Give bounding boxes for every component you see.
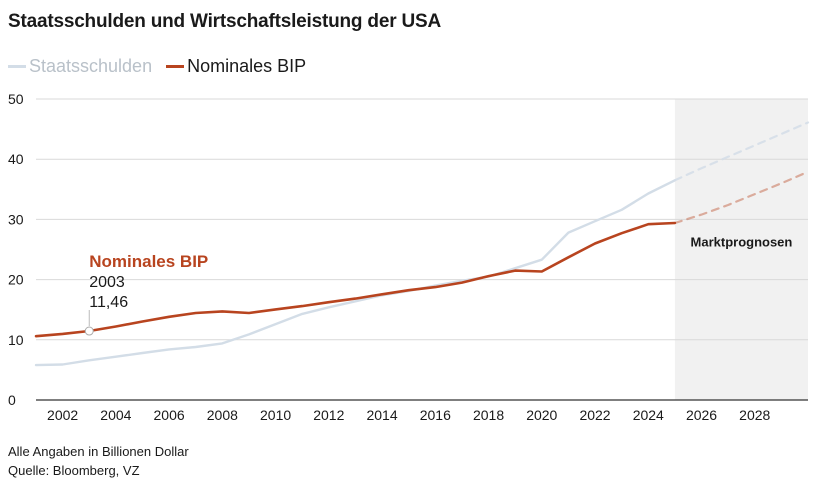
x-tick-label: 2016 [420,407,451,423]
x-tick-label: 2022 [579,407,610,423]
nominales-bip-prognose-line [673,170,810,225]
x-tick-label: 2026 [686,407,717,423]
y-tick-label: 0 [8,392,16,408]
y-tick-label: 20 [8,272,24,288]
x-tick-label: 2002 [47,407,78,423]
y-tick-label: 10 [8,332,24,348]
y-tick-label: 50 [8,91,24,107]
forecast-region [674,99,808,400]
legend-item-gdp[interactable]: Nominales BIP [166,56,306,77]
x-tick-label: 2012 [313,407,344,423]
x-tick-label: 2004 [100,407,131,423]
annotation-x-value: 2003 [89,274,125,291]
source-note: Quelle: Bloomberg, VZ [8,463,140,478]
x-tick-label: 2028 [739,407,770,423]
unit-note: Alle Angaben in Billionen Dollar [8,444,189,459]
annotation-marker [84,326,94,336]
legend-swatch-gdp [166,65,185,68]
x-tick-label: 2006 [154,407,185,423]
y-tick-label: 40 [8,151,24,167]
legend-item-debt[interactable]: Staatsschulden [8,56,152,77]
chart-title: Staatsschulden und Wirtschaftsleistung d… [8,11,441,32]
legend-swatch-debt [8,65,26,68]
staatsschulden-prognose-line [673,121,810,182]
forecast-label: Marktprognosen [691,234,793,249]
annotation-title: Nominales BIP [89,252,208,271]
x-tick-label: 2018 [473,407,504,423]
x-tick-label: 2024 [633,407,664,423]
x-tick-label: 2014 [366,407,397,423]
chart-legend: Staatsschulden Nominales BIP [8,56,320,77]
annotation-y-value: 11,46 [89,294,128,311]
legend-label-gdp: Nominales BIP [187,56,307,76]
x-tick-label: 2010 [260,407,291,423]
y-tick-label: 30 [8,211,24,227]
nominales-bip-line [34,221,677,338]
legend-label-debt: Staatsschulden [29,56,153,76]
x-tick-label: 2020 [526,407,557,423]
staatsschulden-line [34,179,677,367]
x-tick-label: 2008 [207,407,238,423]
